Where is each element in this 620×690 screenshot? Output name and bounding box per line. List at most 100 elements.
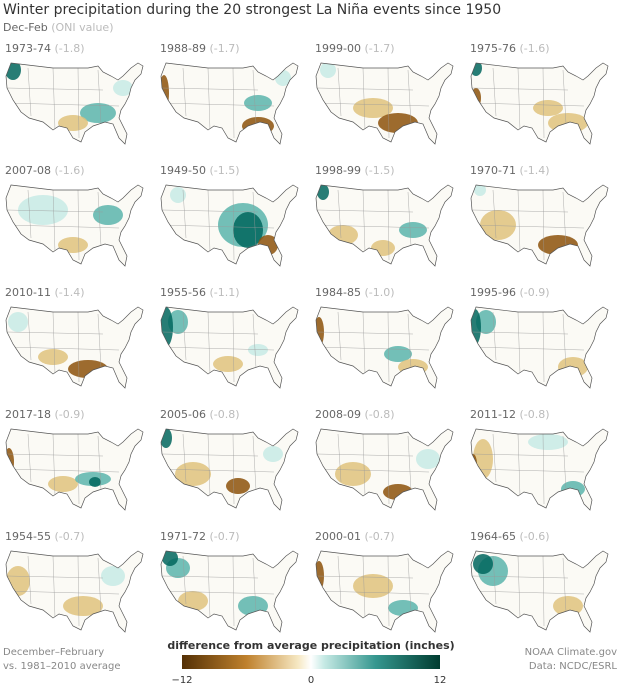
panel-label: 1973-74 (-1.8) [5,42,85,55]
state-line [52,311,56,375]
state-line [161,453,259,457]
state-line [77,189,80,261]
anomaly [383,484,413,500]
state-line [52,189,56,253]
panel-oni: (-0.8) [519,408,549,421]
us-map [315,550,454,633]
anomaly [175,462,211,486]
us-map [160,306,299,389]
state-line [6,468,120,473]
state-line [542,555,545,627]
state-line [97,435,102,491]
us-map [160,62,299,145]
anomaly [476,310,496,334]
state-line [161,209,259,213]
panel-oni: (-1.7) [364,42,394,55]
state-line [52,67,56,131]
us-map [160,184,299,267]
map-panel: 2005-06 (-0.8) [160,408,299,511]
anomaly [48,476,78,492]
anomaly [162,551,178,566]
us-map [470,428,609,511]
state-line [6,331,104,335]
state-line [207,555,211,619]
state-line [517,555,521,619]
anomaly [388,600,418,616]
state-line [517,311,521,375]
anomaly [533,100,563,116]
map-panel: 1949-50 (-1.5) [160,164,299,267]
state-line [471,87,569,91]
map-panel: 1999-00 (-1.7) [315,42,454,145]
state-line [27,67,32,117]
state-line [316,209,414,213]
anomaly [335,462,371,486]
panel-year: 1999-00 [315,42,361,55]
panel-oni: (-1.4) [519,164,549,177]
anomaly [161,429,172,448]
state-line [207,189,211,253]
state-line [161,468,275,473]
panel-year: 2007-08 [5,164,51,177]
subtitle: Dec-Feb (ONI value) [3,21,114,34]
state-line [52,555,56,619]
anomaly-layer [471,554,585,627]
anomaly [89,477,101,487]
anomaly [178,591,208,611]
panel-oni: (-0.9) [54,408,84,421]
state-line [6,453,104,457]
map-panel: 2011-12 (-0.8) [470,408,609,511]
us-map [5,550,144,633]
state-line [182,433,187,483]
panel-label: 1954-55 (-0.7) [5,530,85,543]
anomaly [18,195,68,225]
us-map [315,184,454,267]
state-line [517,67,521,131]
us-map [315,62,454,145]
state-line [316,468,430,473]
anomaly-layer [6,311,120,383]
panel-oni: (-0.9) [519,286,549,299]
state-line [471,209,569,213]
panel-label: 2005-06 (-0.8) [160,408,240,421]
state-line [232,555,235,627]
anomaly [471,454,477,474]
anomaly [8,312,28,332]
state-line [471,331,569,335]
us-map [315,306,454,389]
state-line [77,555,80,627]
panel-year: 2005-06 [160,408,206,421]
state-line [161,102,275,107]
map-panel: 1975-76 (-1.6) [470,42,609,145]
state-line [387,189,390,261]
footer-left: vs. 1981–2010 average [3,661,121,672]
state-line [97,557,102,613]
state-line [387,67,390,139]
anomaly [553,596,583,616]
panel-year: 1975-76 [470,42,516,55]
anomaly [170,187,186,203]
panel-label: 2007-08 (-1.6) [5,164,85,177]
state-line [362,433,366,497]
anomaly [161,75,169,111]
legend-title: difference from average precipitation (i… [167,639,454,652]
panel-oni: (-1.5) [209,164,239,177]
anomaly [161,307,173,347]
map-panel: 1970-71 (-1.4) [470,164,609,267]
state-line [471,590,585,595]
state-line [77,67,80,139]
state-line [252,435,257,491]
panel-oni: (-0.6) [519,530,549,543]
panel-oni: (-0.7) [364,530,394,543]
panel-oni: (-1.5) [364,164,394,177]
state-line [182,311,187,361]
us-map [5,184,144,267]
state-line [316,224,430,229]
anomaly [353,98,393,118]
map-panel: 2017-18 (-0.9) [5,408,144,511]
map-panel: 2010-11 (-1.4) [5,286,144,389]
panel-oni: (-0.7) [54,530,84,543]
panel-label: 1984-85 (-1.0) [315,286,395,299]
us-map [470,62,609,145]
panel-year: 1998-99 [315,164,361,177]
